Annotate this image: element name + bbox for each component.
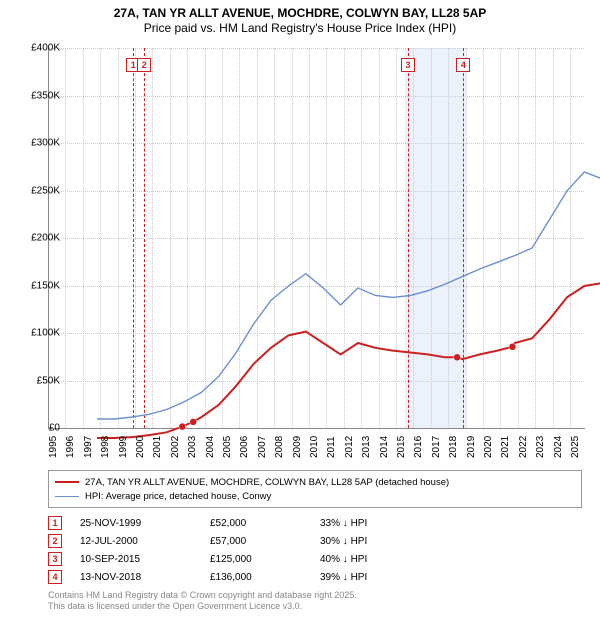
ytick-label: £0 [16,423,60,434]
xtick-label: 1996 [65,436,76,458]
xtick-label: 2011 [326,436,337,458]
xtick-label: 2000 [135,436,146,458]
event-row-marker: 4 [48,570,62,584]
ytick-label: £150K [16,280,60,291]
event-point [454,354,461,361]
xtick-label: 1997 [83,436,94,458]
footer-line2: This data is licensed under the Open Gov… [48,601,357,612]
footer-line1: Contains HM Land Registry data © Crown c… [48,590,357,601]
event-marker: 2 [137,58,151,72]
legend-label-hpi: HPI: Average price, detached house, Conw… [85,491,271,502]
line-series-svg [97,96,600,476]
event-point [190,418,197,425]
xtick-label: 2016 [413,436,424,458]
xtick-label: 2003 [187,436,198,458]
xtick-label: 2013 [361,436,372,458]
ytick-label: £200K [16,233,60,244]
event-row-diff: 30% ↓ HPI [320,536,440,547]
xtick-label: 2017 [431,436,442,458]
legend-swatch-hpi [55,496,79,497]
series-hpi [97,172,600,419]
xtick-label: 2005 [222,436,233,458]
event-row: 4 13-NOV-2018£136,00039% ↓ HPI [48,568,440,586]
xtick-label: 2004 [205,436,216,458]
event-row-marker: 3 [48,552,62,566]
xtick-label: 1998 [100,436,111,458]
event-marker: 4 [456,58,470,72]
event-row-price: £136,000 [210,572,320,583]
event-point [509,343,516,350]
event-row-date: 25-NOV-1999 [80,518,210,529]
xtick-label: 2021 [500,436,511,458]
xtick-label: 2012 [344,436,355,458]
event-row-price: £52,000 [210,518,320,529]
xtick-label: 1999 [118,436,129,458]
xtick-label: 2006 [239,436,250,458]
event-row: 2 12-JUL-2000£57,00030% ↓ HPI [48,532,440,550]
legend-swatch-price-paid [55,481,79,483]
plot-area [48,48,585,429]
xtick-label: 2020 [483,436,494,458]
legend: 27A, TAN YR ALLT AVENUE, MOCHDRE, COLWYN… [48,470,582,508]
event-row-price: £125,000 [210,554,320,565]
xtick-label: 2022 [518,436,529,458]
event-row-price: £57,000 [210,536,320,547]
event-row-diff: 33% ↓ HPI [320,518,440,529]
xtick-label: 2007 [257,436,268,458]
event-row-diff: 40% ↓ HPI [320,554,440,565]
event-row: 3 10-SEP-2015£125,00040% ↓ HPI [48,550,440,568]
event-row-date: 12-JUL-2000 [80,536,210,547]
legend-item-price-paid: 27A, TAN YR ALLT AVENUE, MOCHDRE, COLWYN… [55,475,575,489]
ytick-label: £400K [16,43,60,54]
xtick-label: 2008 [274,436,285,458]
xtick-label: 2018 [448,436,459,458]
event-point [179,423,186,430]
xtick-label: 2009 [292,436,303,458]
xtick-label: 1995 [48,436,59,458]
event-row-date: 10-SEP-2015 [80,554,210,565]
title-line1: 27A, TAN YR ALLT AVENUE, MOCHDRE, COLWYN… [0,6,600,21]
ytick-label: £350K [16,90,60,101]
chart-container: 27A, TAN YR ALLT AVENUE, MOCHDRE, COLWYN… [0,0,600,620]
xtick-label: 2025 [570,436,581,458]
event-row-marker: 1 [48,516,62,530]
xtick-label: 2010 [309,436,320,458]
xtick-label: 2024 [553,436,564,458]
ytick-label: £50K [16,375,60,386]
title-line2: Price paid vs. HM Land Registry's House … [0,21,600,36]
legend-label-price-paid: 27A, TAN YR ALLT AVENUE, MOCHDRE, COLWYN… [85,477,449,488]
event-marker: 3 [401,58,415,72]
event-row-diff: 39% ↓ HPI [320,572,440,583]
event-row: 1 25-NOV-1999£52,00033% ↓ HPI [48,514,440,532]
title-block: 27A, TAN YR ALLT AVENUE, MOCHDRE, COLWYN… [0,0,600,36]
events-table: 1 25-NOV-1999£52,00033% ↓ HPI 2 12-JUL-2000… [48,514,440,586]
xtick-label: 2001 [152,436,163,458]
legend-item-hpi: HPI: Average price, detached house, Conw… [55,489,575,503]
ytick-label: £300K [16,138,60,149]
event-row-date: 13-NOV-2018 [80,572,210,583]
ytick-label: £100K [16,328,60,339]
xtick-label: 2015 [396,436,407,458]
footer: Contains HM Land Registry data © Crown c… [48,590,357,612]
series-price_paid [97,283,600,438]
xtick-label: 2023 [535,436,546,458]
xtick-label: 2002 [170,436,181,458]
ytick-label: £250K [16,185,60,196]
event-row-marker: 2 [48,534,62,548]
xtick-label: 2014 [379,436,390,458]
xtick-label: 2019 [466,436,477,458]
